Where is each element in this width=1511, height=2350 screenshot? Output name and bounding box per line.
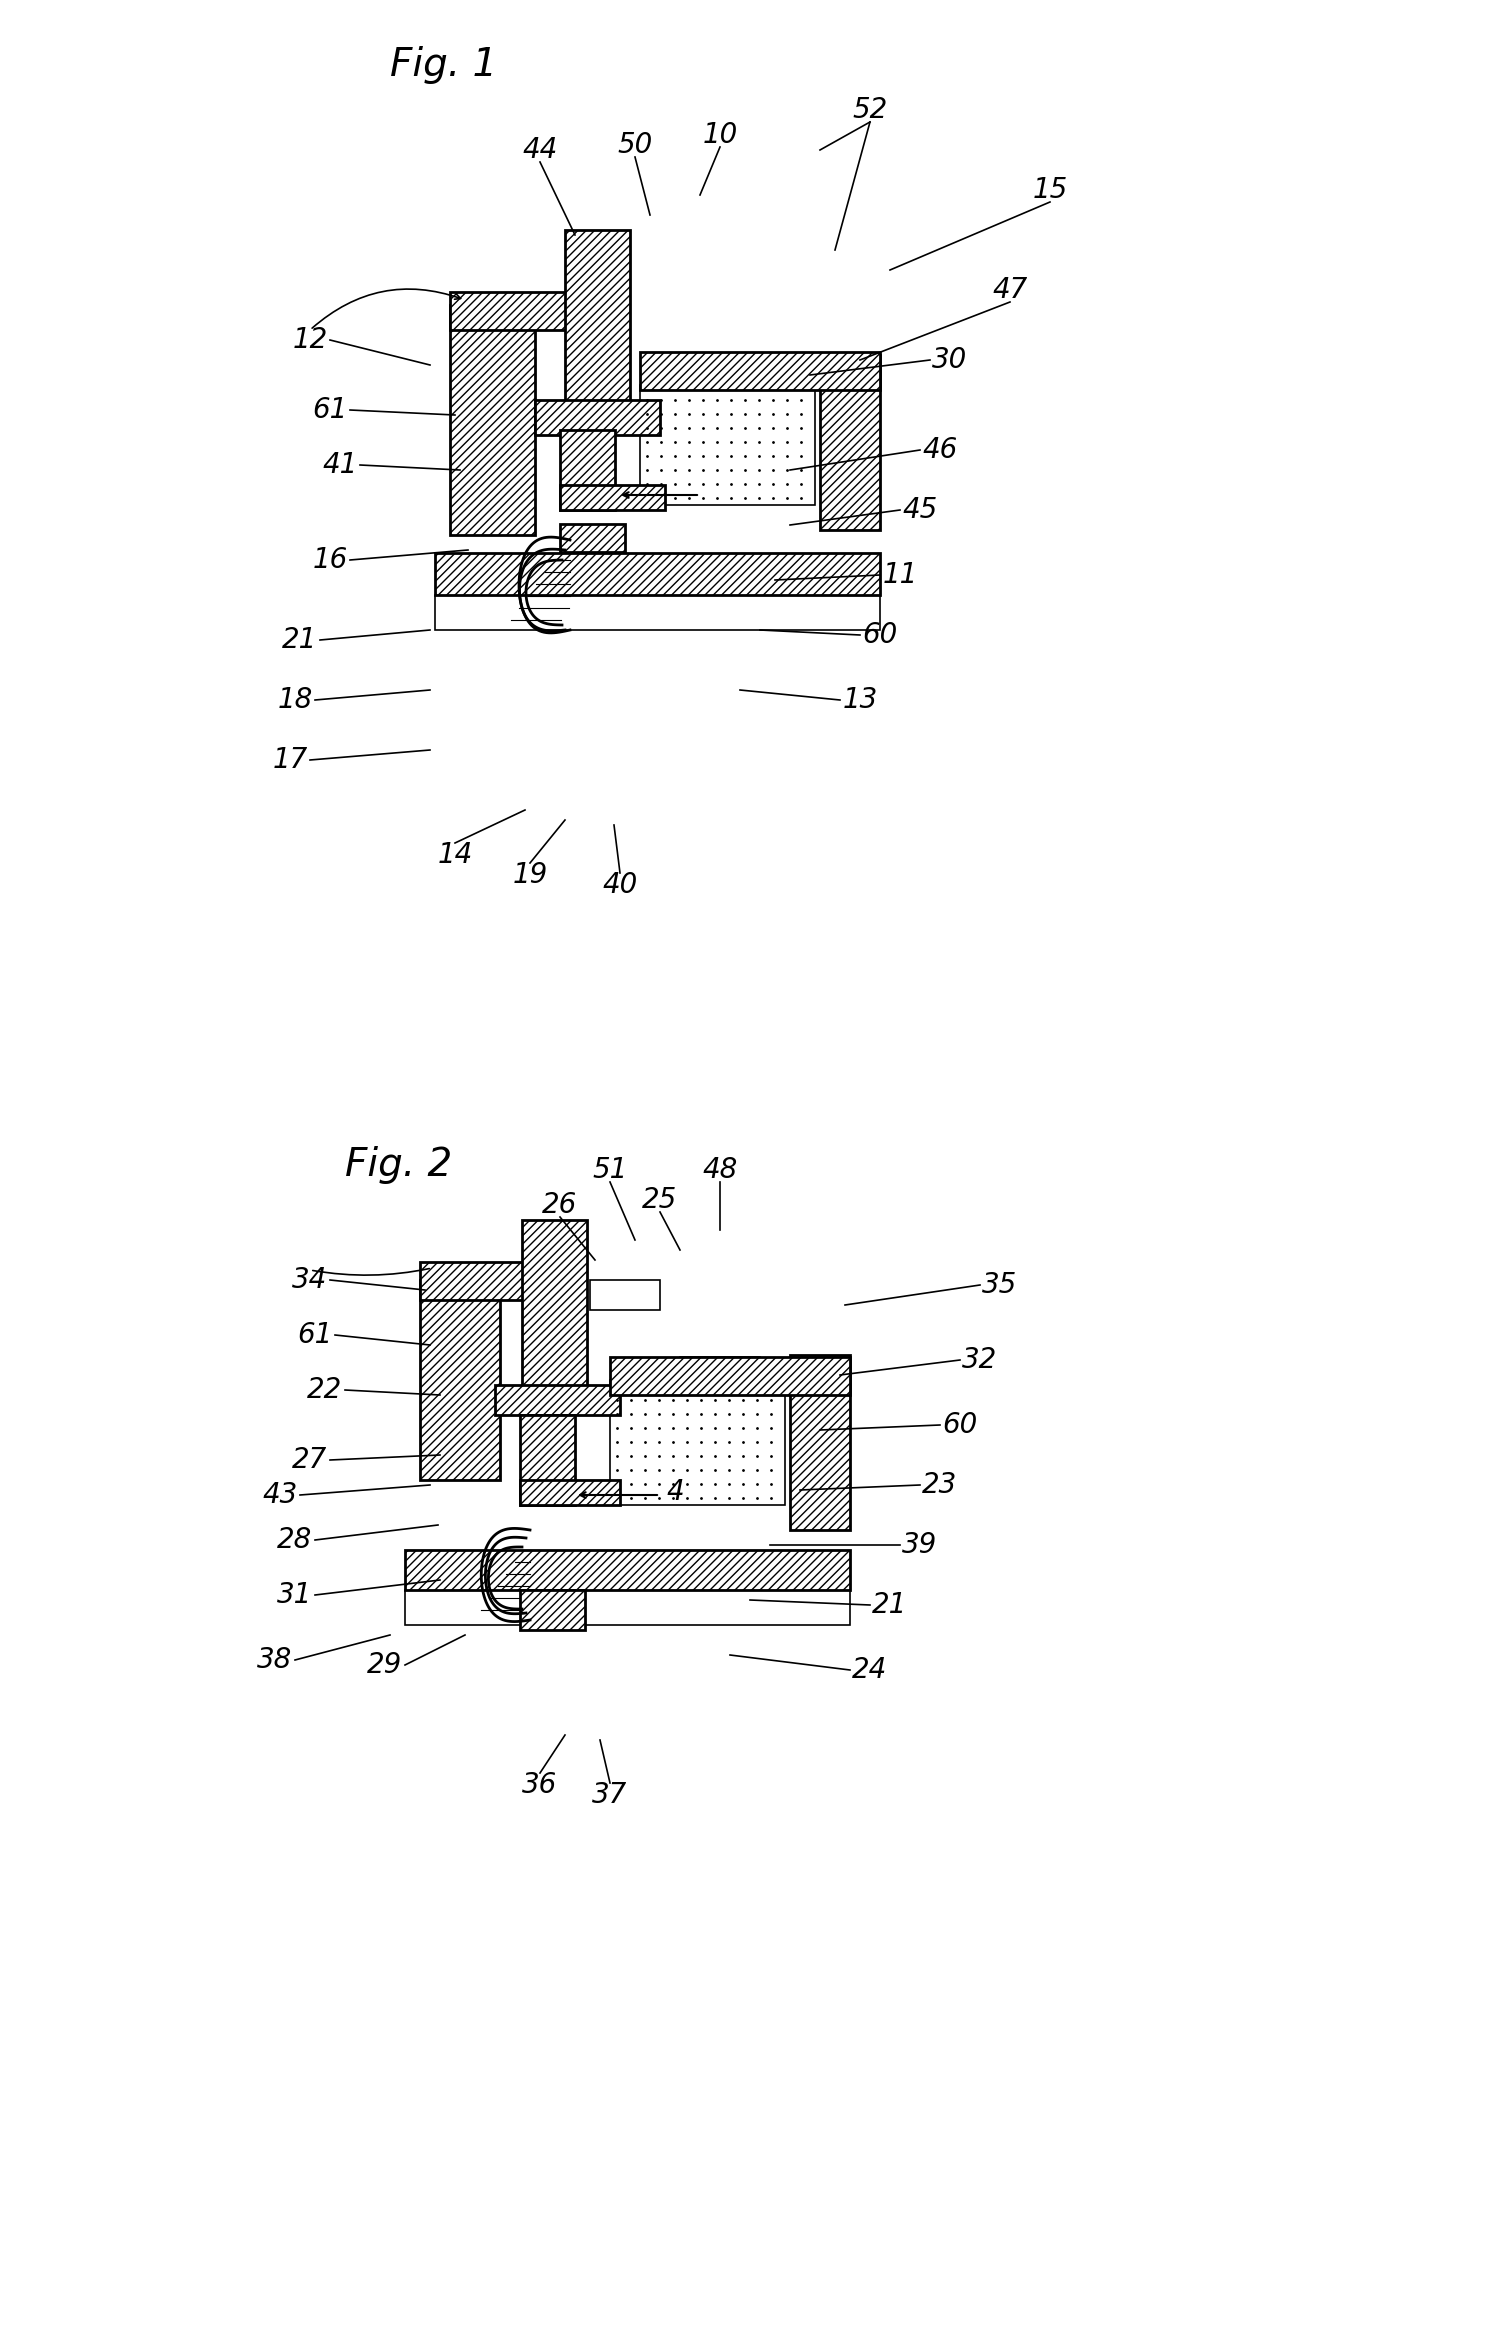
Text: 17: 17: [272, 745, 308, 773]
Bar: [435, 552, 879, 595]
Text: 50: 50: [618, 132, 653, 160]
Bar: [561, 484, 665, 510]
Text: 34: 34: [292, 1267, 328, 1295]
Bar: [790, 1356, 851, 1530]
Bar: [450, 306, 535, 536]
Text: 36: 36: [523, 1772, 558, 1800]
Text: 27: 27: [292, 1445, 328, 1473]
Text: 30: 30: [932, 345, 967, 374]
Bar: [420, 1262, 576, 1300]
Bar: [496, 1384, 620, 1415]
Text: 52: 52: [852, 96, 887, 125]
Bar: [405, 1591, 851, 1624]
Text: 26: 26: [542, 1191, 577, 1220]
Text: 45: 45: [902, 496, 938, 524]
Bar: [520, 1415, 576, 1504]
Bar: [520, 1480, 620, 1504]
Text: 16: 16: [313, 545, 348, 573]
Text: 37: 37: [592, 1781, 627, 1810]
Bar: [450, 291, 615, 329]
Text: 28: 28: [278, 1525, 313, 1553]
Bar: [589, 1281, 660, 1309]
Text: 11: 11: [882, 562, 917, 590]
Text: 46: 46: [922, 437, 958, 463]
Bar: [610, 1379, 786, 1504]
Bar: [521, 1220, 586, 1401]
Bar: [680, 1356, 760, 1375]
Text: 13: 13: [842, 686, 878, 714]
Text: 22: 22: [307, 1377, 343, 1403]
Text: 38: 38: [257, 1645, 293, 1673]
Bar: [435, 595, 879, 630]
Bar: [641, 385, 814, 505]
Text: 43: 43: [263, 1480, 298, 1509]
Text: 44: 44: [523, 136, 558, 165]
Bar: [820, 355, 879, 531]
Text: 41: 41: [322, 451, 358, 479]
Bar: [561, 430, 615, 510]
Text: 48: 48: [703, 1156, 737, 1184]
Text: 47: 47: [993, 275, 1027, 303]
Text: 60: 60: [943, 1410, 978, 1438]
Text: 60: 60: [863, 620, 898, 649]
Text: 31: 31: [278, 1582, 313, 1610]
Text: 18: 18: [278, 686, 313, 714]
Text: 21: 21: [872, 1591, 908, 1619]
Text: 51: 51: [592, 1156, 627, 1184]
Text: 19: 19: [512, 860, 547, 888]
Bar: [641, 352, 879, 390]
Text: 35: 35: [982, 1271, 1017, 1300]
Text: 23: 23: [922, 1471, 958, 1499]
Text: 21: 21: [283, 625, 317, 653]
Text: 40: 40: [603, 872, 638, 900]
Text: Fig. 1: Fig. 1: [390, 47, 497, 85]
Text: 29: 29: [367, 1652, 402, 1678]
Text: 61: 61: [313, 397, 348, 423]
Bar: [520, 1591, 585, 1631]
Bar: [565, 230, 630, 421]
Bar: [405, 1551, 851, 1591]
Text: 32: 32: [963, 1347, 997, 1375]
Text: 24: 24: [852, 1657, 887, 1685]
Bar: [420, 1281, 500, 1480]
Text: 39: 39: [902, 1530, 938, 1558]
Text: 10: 10: [703, 120, 737, 148]
Text: 4: 4: [666, 1478, 684, 1506]
Bar: [610, 1356, 851, 1396]
Text: 61: 61: [298, 1321, 332, 1349]
Text: 14: 14: [437, 841, 473, 870]
Text: 15: 15: [1032, 176, 1068, 204]
Text: 12: 12: [292, 327, 328, 355]
Bar: [561, 524, 626, 552]
Bar: [535, 400, 660, 435]
Text: 25: 25: [642, 1187, 677, 1215]
Text: Fig. 2: Fig. 2: [345, 1147, 452, 1184]
